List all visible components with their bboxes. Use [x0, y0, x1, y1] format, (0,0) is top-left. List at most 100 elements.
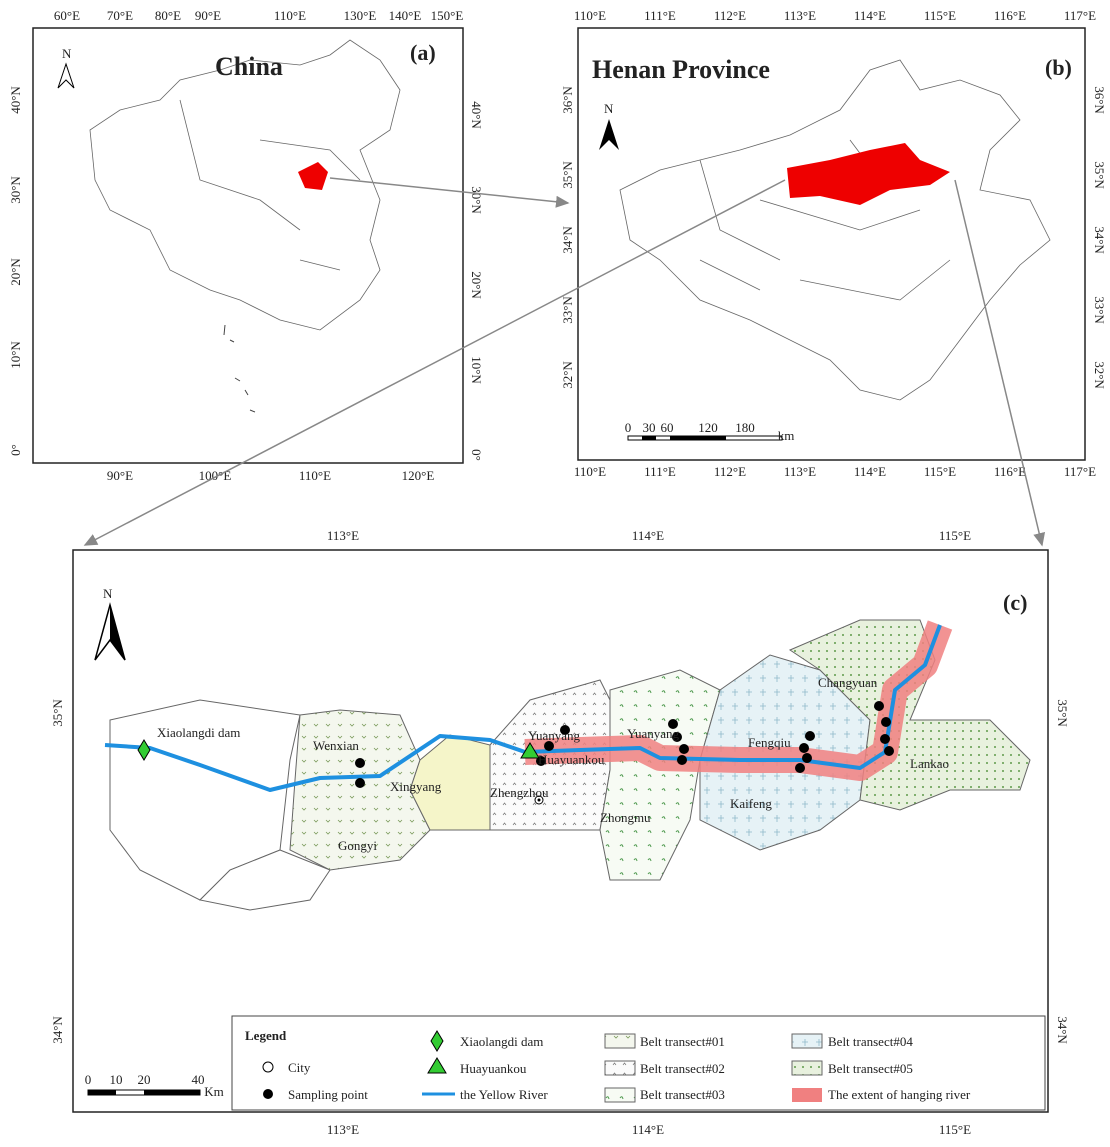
bottom-tick: 115°E: [939, 1122, 971, 1137]
place-label: Yuanyang: [528, 728, 580, 743]
scale-label: 10: [110, 1072, 123, 1087]
scale-bar: [670, 436, 726, 440]
top-tick: 130°E: [344, 8, 377, 23]
legend-label: The extent of hanging river: [828, 1087, 971, 1102]
legend-symbol: [605, 1061, 635, 1075]
right-tick: 34°N: [1055, 1016, 1070, 1044]
legend-label: Belt transect#01: [640, 1034, 725, 1049]
legend-label: Belt transect#02: [640, 1061, 725, 1076]
henan-outline: [620, 60, 1050, 400]
place-label: Fengqiu: [748, 735, 791, 750]
top-tick: 115°E: [924, 8, 956, 23]
north-label: N: [62, 46, 72, 61]
panel-title: Henan Province: [592, 55, 770, 84]
left-tick: 35°N: [50, 699, 65, 727]
top-tick: 150°E: [431, 8, 464, 23]
place-label: Lankao: [910, 756, 949, 771]
north-label: N: [604, 101, 614, 116]
place-label: Xiaolangdi dam: [157, 725, 240, 740]
islands: [224, 325, 255, 412]
place-label: Yuanyang: [627, 726, 679, 741]
top-tick: 70°E: [107, 8, 133, 23]
top-tick: 80°E: [155, 8, 181, 23]
bottom-tick: 90°E: [107, 468, 133, 483]
bottom-tick: 110°E: [574, 464, 606, 479]
panel-title: China: [215, 52, 283, 81]
top-tick: 111°E: [644, 8, 676, 23]
top-tick: 114°E: [632, 528, 664, 543]
left-tick: 20°N: [8, 258, 23, 286]
legend-symbol: [792, 1034, 822, 1048]
place-label: Zhengzhou: [490, 785, 549, 800]
left-tick: 33°N: [560, 296, 575, 324]
figure: China (a) N 60°E 70°E 80°E 90°E 110°E 13…: [0, 0, 1110, 1142]
place-label: Zhongmu: [600, 810, 651, 825]
right-tick: 32°N: [1092, 361, 1107, 389]
north-arrow: [58, 64, 74, 88]
right-tick: 0°: [469, 449, 484, 461]
top-tick: 113°E: [327, 528, 359, 543]
legend-label: the Yellow River: [460, 1087, 548, 1102]
scale-label: 20: [138, 1072, 151, 1087]
henan-highlight: [298, 162, 328, 190]
legend-symbol: [605, 1034, 635, 1048]
scale-label: km: [778, 428, 795, 443]
north-arrow: [599, 119, 619, 150]
legend-symbol: [792, 1088, 822, 1102]
left-tick: 0°: [8, 444, 23, 456]
top-tick: 60°E: [54, 8, 80, 23]
bottom-tick: 115°E: [924, 464, 956, 479]
right-tick: 35°N: [1055, 699, 1070, 727]
top-tick: 117°E: [1064, 8, 1096, 23]
scale-bar: [144, 1090, 200, 1095]
right-tick: 34°N: [1092, 226, 1107, 254]
place-label: Changyuan: [818, 675, 878, 690]
panel-label: (b): [1045, 55, 1072, 80]
top-tick: 115°E: [939, 528, 971, 543]
scale-label: 60: [661, 420, 674, 435]
bottom-tick: 116°E: [994, 464, 1026, 479]
scale-bar: [642, 436, 656, 440]
scale-label: 0: [85, 1072, 92, 1087]
bottom-tick: 110°E: [299, 468, 331, 483]
legend-symbol: [792, 1061, 822, 1075]
legend-label: Belt transect#05: [828, 1061, 913, 1076]
left-tick: 32°N: [560, 361, 575, 389]
left-tick: 40°N: [8, 86, 23, 114]
legend-label: Huayuankou: [460, 1061, 527, 1076]
top-tick: 140°E: [389, 8, 422, 23]
top-tick: 110°E: [274, 8, 306, 23]
scale-label: 0: [625, 420, 632, 435]
legend-label: City: [288, 1060, 311, 1075]
scale-bar: [88, 1090, 116, 1095]
bottom-tick: 114°E: [632, 1122, 664, 1137]
panel-c: Xiaolangdi dam Wenxian Xingyang Gongyi Z…: [50, 528, 1070, 1137]
panel-b: Henan Province (b) N 0 30 60 120 180 km …: [560, 8, 1107, 479]
bottom-tick: 112°E: [714, 464, 746, 479]
legend-symbol: [605, 1088, 635, 1102]
scale-label: 180: [735, 420, 755, 435]
panel-label: (c): [1003, 590, 1027, 615]
right-tick: 30°N: [469, 186, 484, 214]
frame: [578, 28, 1085, 460]
legend-symbol: [263, 1089, 273, 1099]
top-tick: 110°E: [574, 8, 606, 23]
top-tick: 113°E: [784, 8, 816, 23]
legend-title: Legend: [245, 1028, 287, 1043]
right-tick: 10°N: [469, 356, 484, 384]
place-label: Huayuankou: [538, 752, 605, 767]
legend-label: Xiaolangdi dam: [460, 1034, 543, 1049]
right-tick: 35°N: [1092, 161, 1107, 189]
right-tick: 40°N: [469, 101, 484, 129]
left-tick: 34°N: [50, 1016, 65, 1044]
legend-label: Sampling point: [288, 1087, 368, 1102]
legend: Legend City Sampling point Xiaolangdi da…: [232, 1016, 1045, 1110]
china-outline: [90, 40, 400, 330]
left-tick: 35°N: [560, 161, 575, 189]
place-label: Kaifeng: [730, 796, 772, 811]
top-tick: 90°E: [195, 8, 221, 23]
bottom-tick: 114°E: [854, 464, 886, 479]
panel-label: (a): [410, 40, 436, 65]
right-tick: 20°N: [469, 271, 484, 299]
bottom-tick: 111°E: [644, 464, 676, 479]
